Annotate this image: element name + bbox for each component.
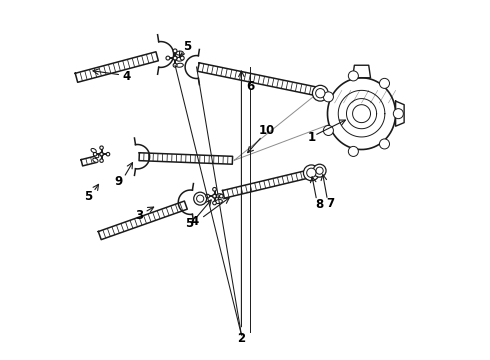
Polygon shape — [81, 156, 97, 166]
Circle shape — [213, 188, 217, 191]
Ellipse shape — [215, 194, 222, 198]
Ellipse shape — [176, 63, 183, 67]
Circle shape — [173, 56, 177, 60]
Ellipse shape — [215, 199, 222, 203]
Circle shape — [173, 63, 177, 67]
Circle shape — [313, 85, 328, 101]
Polygon shape — [222, 171, 307, 198]
Ellipse shape — [93, 158, 98, 162]
Circle shape — [194, 192, 207, 205]
Text: 2: 2 — [237, 332, 245, 345]
Circle shape — [166, 56, 170, 60]
Text: 5: 5 — [185, 217, 194, 230]
Circle shape — [379, 78, 390, 89]
Circle shape — [106, 152, 110, 156]
Circle shape — [348, 147, 358, 157]
Polygon shape — [395, 101, 404, 126]
Circle shape — [303, 165, 319, 181]
Circle shape — [100, 159, 103, 162]
Circle shape — [94, 152, 97, 156]
Circle shape — [180, 56, 184, 60]
Ellipse shape — [176, 51, 183, 55]
Ellipse shape — [176, 57, 183, 61]
Text: 4: 4 — [122, 69, 131, 82]
Circle shape — [323, 92, 333, 102]
Circle shape — [307, 168, 316, 177]
Text: 5: 5 — [183, 40, 191, 53]
Circle shape — [213, 194, 217, 198]
Polygon shape — [353, 65, 370, 78]
Text: 7: 7 — [326, 197, 334, 210]
Circle shape — [316, 89, 325, 98]
Polygon shape — [75, 52, 158, 82]
Circle shape — [393, 109, 403, 119]
Circle shape — [100, 146, 103, 149]
Text: 10: 10 — [258, 124, 274, 137]
Text: 6: 6 — [246, 80, 254, 93]
Circle shape — [220, 194, 223, 198]
Text: 8: 8 — [316, 198, 324, 211]
Circle shape — [173, 49, 177, 53]
Circle shape — [316, 167, 323, 174]
Text: 1: 1 — [308, 131, 316, 144]
Ellipse shape — [94, 153, 99, 158]
Polygon shape — [139, 153, 233, 164]
Circle shape — [100, 152, 103, 156]
Polygon shape — [327, 78, 395, 149]
Ellipse shape — [91, 148, 97, 153]
Polygon shape — [197, 63, 316, 95]
Circle shape — [206, 194, 210, 198]
Text: 5: 5 — [84, 190, 92, 203]
Circle shape — [313, 164, 326, 177]
Circle shape — [348, 71, 358, 81]
Circle shape — [213, 201, 217, 205]
Text: 4: 4 — [191, 215, 199, 228]
Text: 9: 9 — [115, 175, 123, 188]
Text: 3: 3 — [135, 209, 143, 222]
Circle shape — [379, 139, 390, 149]
Polygon shape — [98, 201, 187, 240]
Circle shape — [323, 125, 333, 135]
